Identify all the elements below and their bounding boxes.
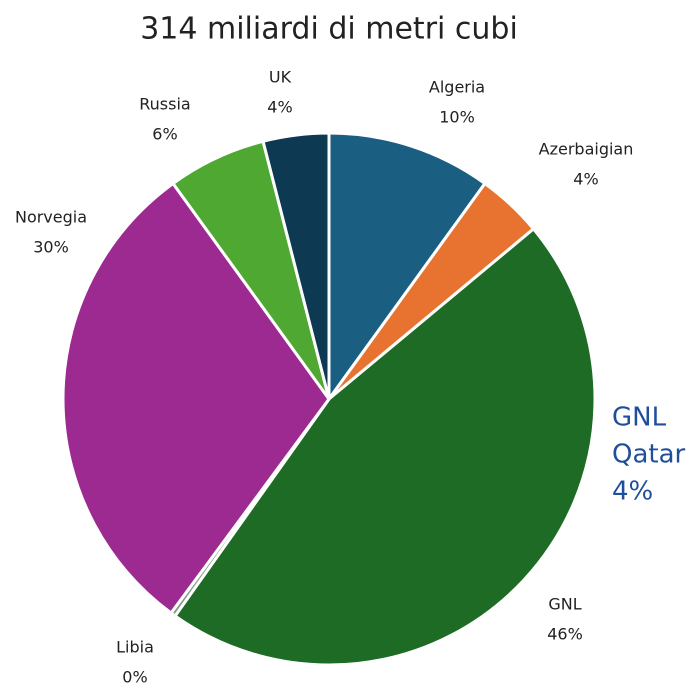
- slice-label: Russia: [139, 95, 190, 114]
- pie-slice: [61, 181, 331, 616]
- slice-label: Libia: [116, 638, 154, 657]
- annotation: 4%: [612, 477, 653, 507]
- pie-slice: [327, 131, 488, 404]
- slice-label: Azerbaigian: [539, 140, 634, 159]
- slice-label: Norvegia: [15, 208, 87, 227]
- slice-value-label: 4%: [267, 98, 292, 117]
- slice-label: Algeria: [429, 78, 485, 97]
- pie-slice: [261, 131, 331, 400]
- slice-label: UK: [269, 68, 292, 87]
- annotation: GNL: [612, 403, 667, 433]
- slice-value-label: 30%: [33, 238, 69, 257]
- pie-slice: [172, 226, 597, 667]
- slice-value-label: 0%: [122, 668, 147, 686]
- slice-label: GNL: [548, 595, 581, 614]
- annotation: Qatar: [612, 440, 686, 470]
- slice-value-label: 6%: [152, 125, 177, 144]
- slice-value-label: 10%: [439, 108, 475, 127]
- chart-title: 314 miliardi di metri cubi: [140, 12, 518, 47]
- slice-value-label: 4%: [573, 170, 598, 189]
- slice-value-label: 46%: [547, 625, 583, 644]
